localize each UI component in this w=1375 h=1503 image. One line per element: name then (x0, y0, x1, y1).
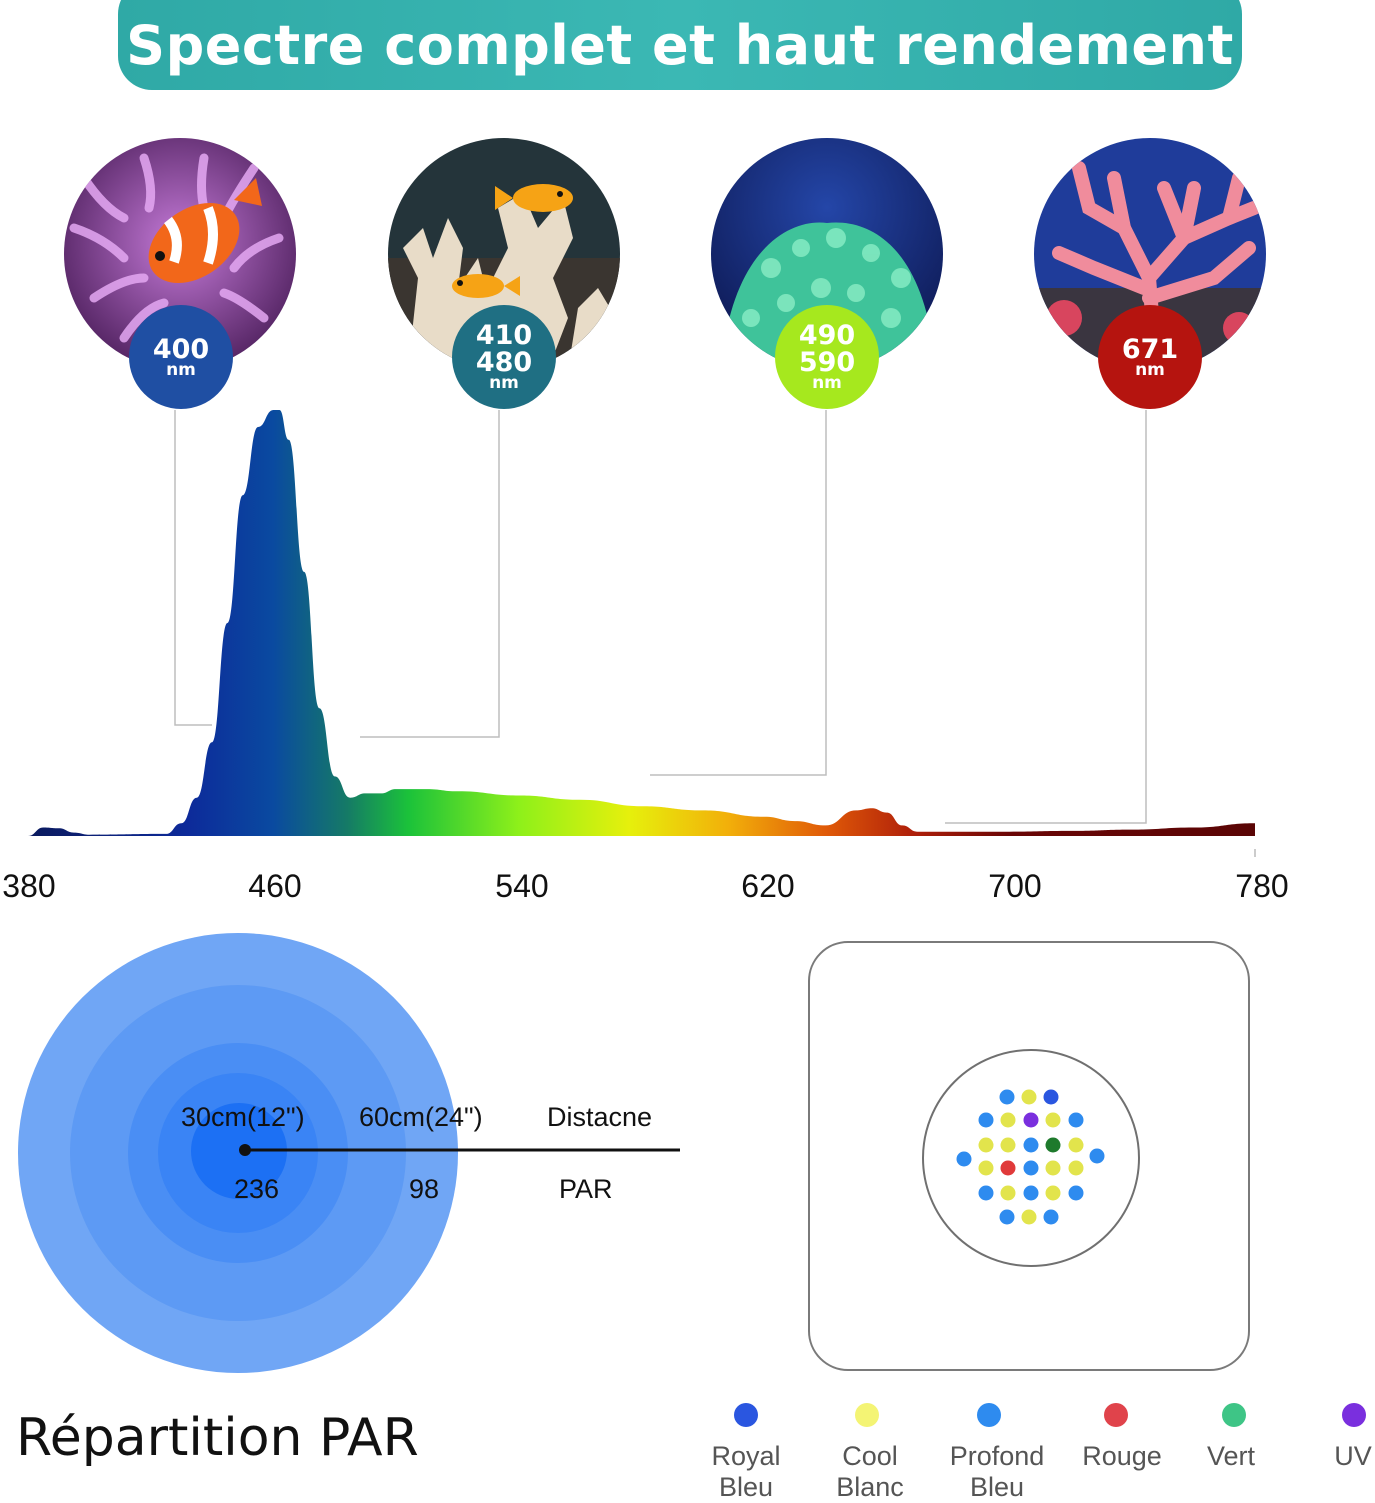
badge-400nm: 400 nm (129, 305, 233, 409)
par-value-2: 98 (409, 1174, 440, 1204)
led-dot (1021, 1209, 1037, 1225)
led-dot (1000, 1160, 1016, 1176)
led-dot (1000, 1112, 1016, 1128)
legend-line: Cool (842, 1441, 898, 1471)
legend-line: Royal (711, 1441, 781, 1471)
distance-1: 30cm(12") (181, 1102, 305, 1132)
legend-label-vert: Vert (1207, 1441, 1255, 1472)
page-title: Spectre complet et haut rendement (126, 14, 1234, 77)
x-tick-label: 460 (248, 868, 302, 904)
led-dot (1068, 1137, 1084, 1153)
par-label: PAR (559, 1174, 613, 1204)
badge-490-590nm: 490 590 nm (775, 305, 879, 409)
badge-671nm: 671 nm (1098, 305, 1202, 409)
badge-unit: nm (166, 359, 196, 380)
badge-value-2: 480 (475, 347, 533, 378)
par-title: Répartition PAR (16, 1408, 419, 1468)
distance-label: Distacne (547, 1102, 653, 1132)
marker-line (650, 410, 827, 776)
legend-dot-cool-blanc (855, 1403, 879, 1427)
spectrum-chart (28, 410, 1256, 857)
led-dot (978, 1137, 994, 1153)
legend-dot-royal-bleu (734, 1403, 758, 1427)
x-tick-label: 620 (741, 868, 795, 904)
led-dot (978, 1185, 994, 1201)
marker-line (174, 410, 212, 726)
x-tick-label: 540 (495, 868, 549, 904)
legend-label-royal-bleu: Royal Bleu (711, 1441, 780, 1503)
led-dot (1068, 1112, 1084, 1128)
led-ring (922, 1049, 1140, 1267)
legend-line: Profond (949, 1441, 1045, 1471)
legend-dot-rouge (1104, 1403, 1128, 1427)
led-dot (1023, 1160, 1039, 1176)
led-dot (999, 1209, 1015, 1225)
x-tick-label: 780 (1235, 868, 1289, 904)
header-banner (118, 0, 1242, 90)
led-dot (1043, 1209, 1059, 1225)
distance-2: 60cm(24") (359, 1102, 483, 1132)
marker-line (360, 410, 500, 738)
legend-dot-profond-bleu (977, 1403, 1001, 1427)
badge-value: 671 (1121, 333, 1179, 365)
legend-line: UV (1334, 1441, 1372, 1471)
led-dot (1068, 1185, 1084, 1201)
x-tick-label: 380 (2, 868, 56, 904)
led-dot (1023, 1137, 1039, 1153)
led-dot (978, 1112, 994, 1128)
green-coral-icon (711, 138, 943, 370)
led-dot (1043, 1089, 1059, 1105)
legend-line: Vert (1206, 1441, 1256, 1471)
legend-dot-vert (1222, 1403, 1246, 1427)
led-dot (1000, 1185, 1016, 1201)
legend-line: Rouge (1082, 1441, 1162, 1471)
par-value-1: 236 (234, 1174, 280, 1204)
clownfish-anemone-icon (64, 138, 296, 370)
led-dot (1068, 1160, 1084, 1176)
legend-dot-uv (1342, 1403, 1366, 1427)
marker-lines (174, 410, 1147, 824)
led-dot (1045, 1137, 1061, 1153)
badge-value: 490 (798, 320, 856, 351)
led-dot (999, 1089, 1015, 1105)
legend-label-cool-blanc: Cool Blanc (836, 1441, 904, 1503)
legend-label-profond-bleu: Profond Bleu (950, 1441, 1045, 1503)
marker-line (945, 410, 1147, 824)
led-dot (956, 1151, 972, 1167)
led-dot (1045, 1112, 1061, 1128)
led-dot (1045, 1160, 1061, 1176)
light-fixture (808, 941, 1250, 1371)
legend-label-rouge: Rouge (1082, 1441, 1162, 1472)
badge-unit: nm (1135, 359, 1165, 380)
par-scale-line (239, 1144, 680, 1156)
badge-value-2: 590 (798, 347, 856, 378)
badge-value: 410 (475, 320, 533, 351)
led-dot (1045, 1185, 1061, 1201)
badge-value: 400 (152, 333, 210, 365)
legend-line: Blanc (836, 1472, 904, 1502)
legend-line: Bleu (718, 1472, 774, 1502)
badge-unit: nm (812, 373, 842, 393)
spectrum-area (28, 410, 1255, 836)
led-dot (1089, 1148, 1105, 1164)
legend-label-uv: UV (1334, 1441, 1372, 1472)
x-tick-label: 700 (988, 868, 1042, 904)
led-dot (978, 1160, 994, 1176)
legend-line: Bleu (969, 1472, 1025, 1502)
led-dot (1023, 1112, 1039, 1128)
badge-410-480nm: 410 480 nm (452, 305, 556, 409)
badge-unit: nm (489, 373, 519, 393)
led-dot (1023, 1185, 1039, 1201)
led-dot (1000, 1137, 1016, 1153)
led-dot (1021, 1089, 1037, 1105)
